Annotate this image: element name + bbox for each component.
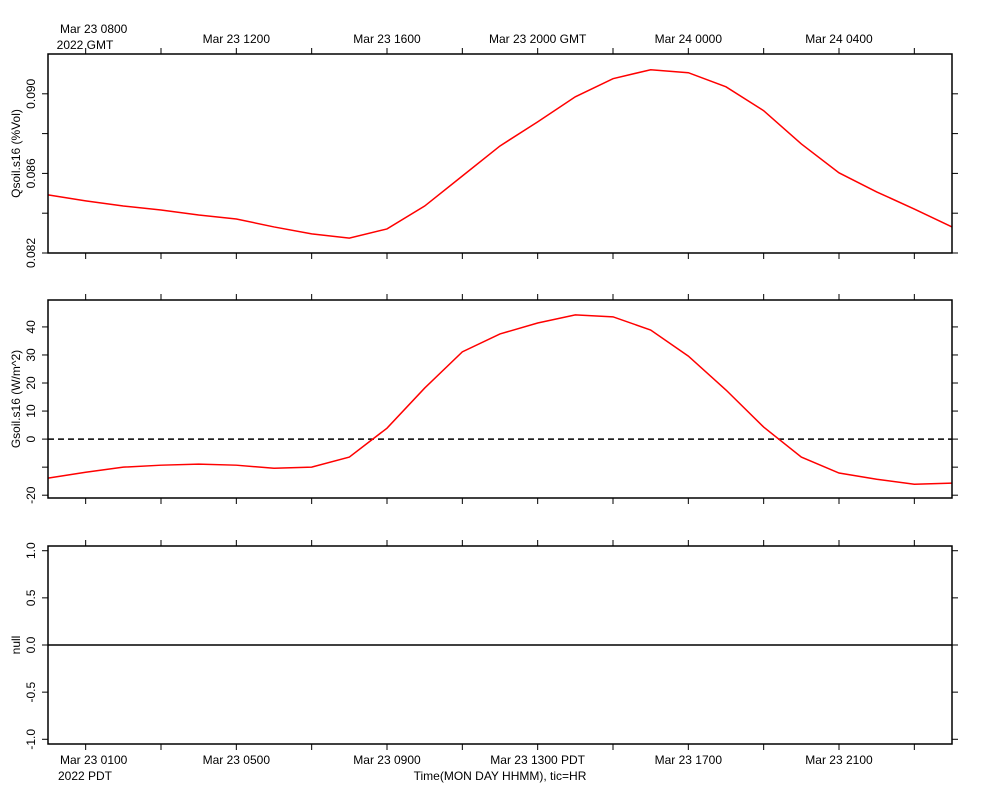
y-tick-label: 10 [24, 404, 38, 418]
x-tick-label: Mar 23 0500 [203, 753, 271, 767]
x2-tick-label: Mar 24 0000 [655, 32, 723, 46]
y-tick-label: 40 [24, 320, 38, 334]
x-tick-label: Mar 23 1300 PDT [490, 753, 585, 767]
y-axis-label: null [9, 636, 23, 655]
y-tick-label: 0.5 [24, 589, 38, 606]
x-tick-label: Mar 23 2100 [805, 753, 873, 767]
x-note: 2022 PDT [58, 769, 113, 783]
x2-tick-label: Mar 23 0800 [60, 22, 128, 36]
x2-tick-label: Mar 24 0400 [805, 32, 873, 46]
y-tick-label: -20 [24, 486, 38, 504]
x-axis-label: Time(MON DAY HHMM), tic=HR [414, 769, 587, 783]
data-line [47, 68, 953, 239]
y-tick-label: 0 [24, 435, 38, 442]
x2-note: 2022 GMT [57, 38, 114, 52]
y-axis-label: Gsoil.s16 (W/m^2) [9, 350, 23, 448]
x2-tick-label: Mar 23 1600 [353, 32, 421, 46]
y-tick-label: -0.5 [24, 681, 38, 702]
panel-frame [47, 299, 953, 499]
y-tick-label: 0.090 [24, 78, 38, 108]
y-axis-label: Qsoil.s16 (%Vol) [9, 109, 23, 198]
y-tick-label: 30 [24, 348, 38, 362]
y-tick-label: 20 [24, 376, 38, 390]
y-tick-label: 1.0 [24, 542, 38, 559]
y-tick-label: 0.082 [24, 238, 38, 268]
x2-tick-label: Mar 23 2000 GMT [489, 32, 587, 46]
y-tick-label: 0.0 [24, 636, 38, 653]
panel-frame [47, 53, 953, 254]
x-tick-label: Mar 23 1700 [655, 753, 723, 767]
x-tick-label: Mar 23 0100 [60, 753, 128, 767]
data-line [47, 314, 953, 486]
y-tick-label: -1.0 [24, 729, 38, 750]
x2-tick-label: Mar 23 1200 [203, 32, 271, 46]
y-tick-label: 0.086 [24, 158, 38, 188]
panel-frame [47, 545, 953, 745]
x-tick-label: Mar 23 0900 [353, 753, 421, 767]
